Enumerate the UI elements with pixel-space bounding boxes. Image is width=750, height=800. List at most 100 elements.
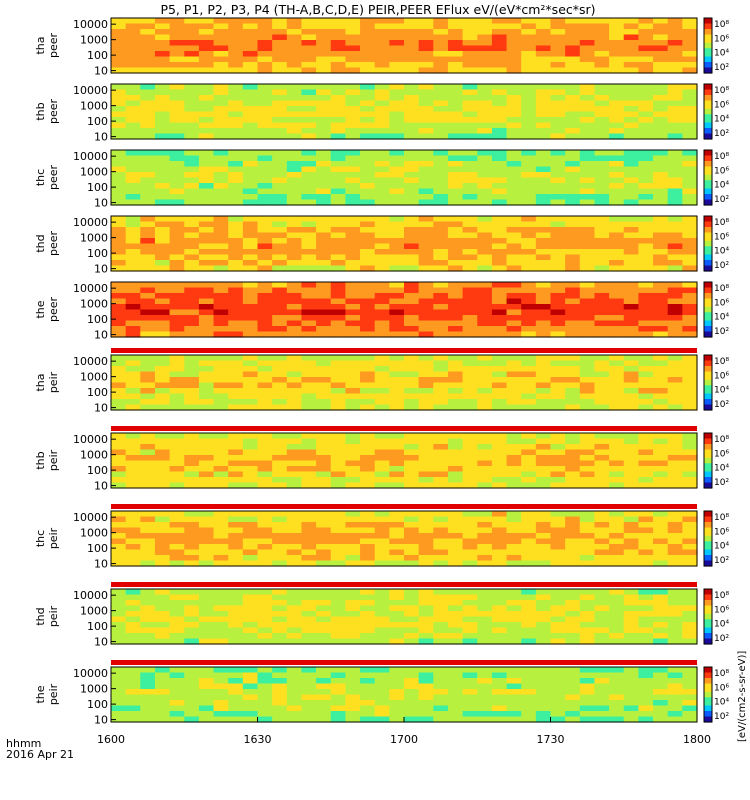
heatmap-cell [330, 29, 346, 36]
heatmap-cell [111, 40, 127, 47]
heatmap-cell [462, 67, 478, 74]
heatmap-cell [242, 194, 259, 201]
heatmap-cell [374, 161, 390, 168]
heatmap-cell [667, 388, 683, 395]
heatmap-cell [667, 23, 683, 30]
heatmap-cell [550, 399, 566, 406]
heatmap-cell [506, 128, 522, 135]
heatmap-cell [653, 672, 669, 679]
heatmap-cell [433, 694, 449, 701]
heatmap-cell [111, 29, 127, 36]
heatmap-cell [111, 150, 127, 157]
heatmap-cell [184, 382, 200, 389]
heatmap-cell [140, 106, 156, 113]
heatmap-cell [447, 377, 464, 384]
heatmap-cell [623, 694, 639, 701]
heatmap-cell [565, 366, 581, 373]
heatmap-cell [447, 611, 464, 618]
heatmap-cell [316, 199, 332, 206]
heatmap-cell [404, 382, 420, 389]
heatmap-cell [242, 360, 259, 367]
heatmap-cell [228, 382, 244, 389]
heatmap-cell [242, 155, 259, 162]
heatmap-cell [506, 611, 522, 618]
heatmap-cell [286, 265, 303, 272]
heatmap-cell [521, 449, 537, 456]
heatmap-cell [184, 243, 200, 250]
heatmap-cell [184, 667, 200, 674]
heatmap-cell [477, 388, 493, 395]
heatmap-cell [433, 62, 449, 69]
heatmap-cell [242, 667, 259, 674]
colorbar-frame [703, 17, 713, 74]
heatmap-cell [535, 555, 552, 562]
heatmap-cell [579, 538, 596, 545]
heatmap-cell [330, 155, 346, 162]
heatmap-cell [521, 438, 537, 445]
heatmap-cell [272, 633, 288, 640]
heatmap-cell [154, 326, 171, 333]
heatmap-cell [140, 188, 156, 195]
heatmap-cell [125, 227, 141, 234]
heatmap-cell [594, 331, 610, 338]
heatmap-cell [477, 633, 493, 640]
heatmap-cell [316, 377, 332, 384]
heatmap-cell [301, 683, 317, 690]
heatmap-cell [374, 84, 390, 91]
heatmap-cell [286, 67, 303, 74]
heatmap-cell [213, 249, 229, 256]
colorbar-cell [704, 516, 712, 520]
colorbar-cell [704, 716, 712, 720]
heatmap-cell [404, 477, 420, 484]
heatmap-cell [653, 199, 669, 206]
heatmap-cell [447, 694, 464, 701]
heatmap-cell [125, 678, 141, 685]
colorbar-cell [704, 293, 712, 297]
heatmap-cell [374, 667, 390, 674]
heatmap-cell [213, 477, 229, 484]
heatmap-cell [433, 527, 449, 534]
heatmap-cell [374, 393, 390, 400]
heatmap-cell [682, 265, 698, 272]
heatmap-cell [316, 150, 332, 157]
heatmap-cell [272, 287, 288, 294]
heatmap-cell [272, 106, 288, 113]
heatmap-cell [345, 128, 361, 135]
heatmap-cell [594, 594, 610, 601]
heatmap-cell [345, 84, 361, 91]
heatmap-cell [565, 616, 581, 623]
heatmap-cell [462, 388, 478, 395]
heatmap-cell [477, 188, 493, 195]
heatmap-cell [301, 711, 317, 718]
heatmap-cell [301, 282, 317, 289]
heatmap-cell [140, 589, 156, 596]
heatmap-cell [667, 29, 683, 36]
heatmap-cell [360, 533, 376, 540]
heatmap-cell [521, 232, 537, 239]
heatmap-cell [345, 238, 361, 245]
heatmap-cell [301, 309, 317, 316]
heatmap-cell [638, 221, 654, 228]
heatmap-cell [418, 393, 434, 400]
heatmap-cell [111, 111, 127, 118]
heatmap-cell [169, 455, 185, 462]
heatmap-cell [272, 221, 288, 228]
heatmap-cell [550, 166, 566, 173]
heatmap-cell [447, 40, 464, 47]
heatmap-cell [330, 89, 346, 96]
heatmap-cell [389, 177, 405, 184]
heatmap-cell [374, 399, 390, 406]
heatmap-cell [228, 309, 244, 316]
heatmap-cell [374, 260, 390, 267]
heatmap-cell [609, 516, 625, 523]
heatmap-cell [272, 62, 288, 69]
heatmap-cell [594, 232, 610, 239]
panel-separator-bar [111, 660, 697, 665]
heatmap-cell [111, 477, 127, 484]
heatmap-cell [447, 100, 464, 107]
heatmap-cell [389, 45, 405, 52]
heatmap-cell [198, 155, 215, 162]
heatmap-cell [594, 161, 610, 168]
heatmap-cell [301, 183, 317, 190]
heatmap-cell [579, 51, 596, 58]
